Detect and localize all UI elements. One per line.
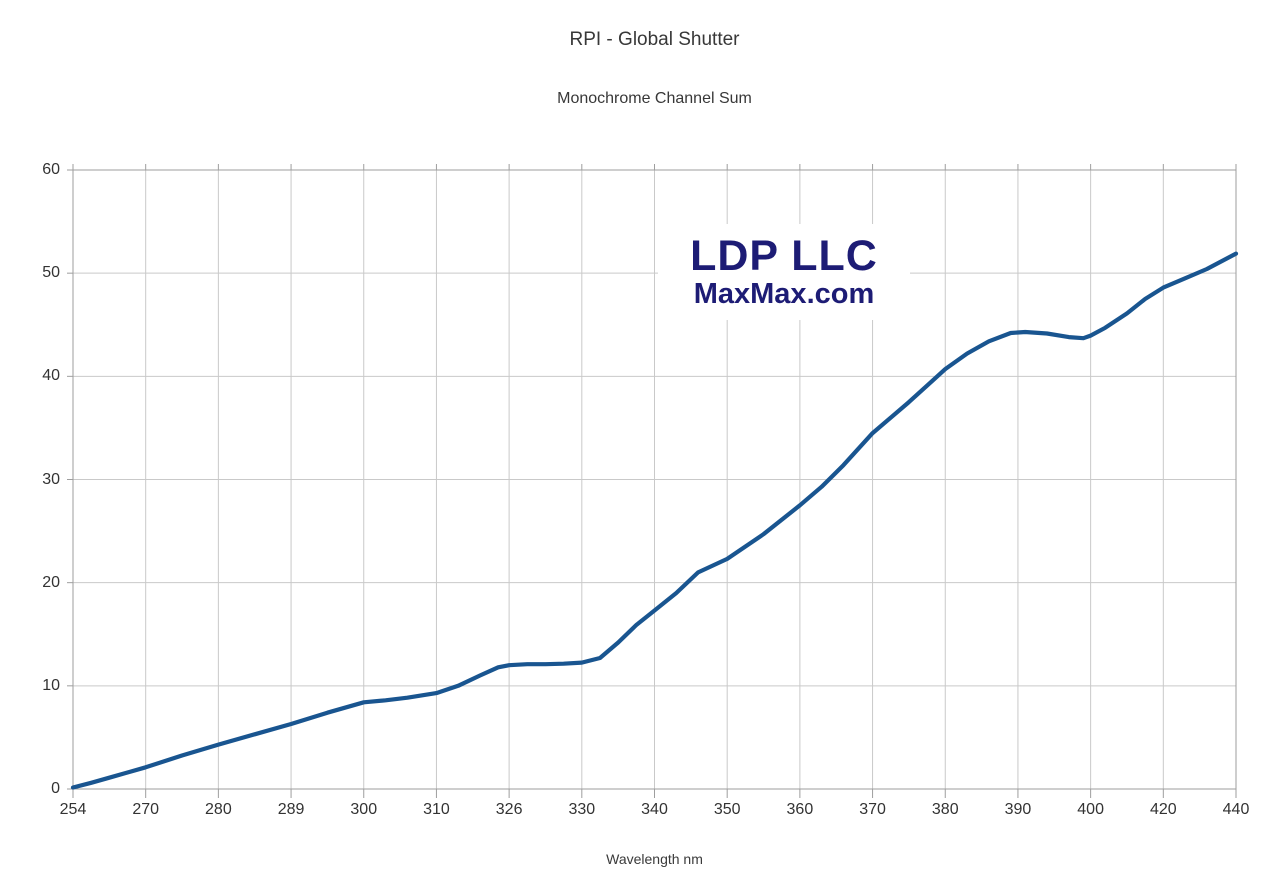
y-tick-label: 30 xyxy=(42,470,60,488)
x-tick-label: 289 xyxy=(277,801,305,818)
x-tick-label: 440 xyxy=(1222,801,1250,818)
x-tick-label: 330 xyxy=(568,801,596,818)
x-tick-label: 350 xyxy=(713,801,741,818)
x-tick-label: 340 xyxy=(641,801,668,818)
x-tick-label: 310 xyxy=(423,801,450,818)
chart-title: RPI - Global Shutter xyxy=(569,29,740,50)
x-tick-label: 370 xyxy=(859,801,886,818)
x-tick-label: 280 xyxy=(205,801,232,818)
x-tick-label: 326 xyxy=(495,801,523,818)
x-axis-title: Wavelength nm xyxy=(606,851,703,867)
x-tick-label: 360 xyxy=(786,801,814,818)
watermark-company-name: LDP LLC xyxy=(690,231,878,280)
y-tick-label: 10 xyxy=(42,676,60,694)
y-tick-label: 0 xyxy=(51,780,60,797)
x-tick-label: 380 xyxy=(931,801,959,818)
chart-subtitle: Monochrome Channel Sum xyxy=(557,90,752,107)
x-tick-label: 400 xyxy=(1077,801,1104,818)
x-tick-label: 390 xyxy=(1004,801,1032,818)
x-tick-label: 300 xyxy=(350,801,378,818)
x-tick-label: 270 xyxy=(132,801,160,818)
y-tick-label: 60 xyxy=(42,161,60,178)
y-tick-label: 20 xyxy=(42,573,60,591)
x-tick-label: 254 xyxy=(59,801,87,818)
watermark: LDP LLC MaxMax.com xyxy=(658,224,910,320)
y-tick-label: 50 xyxy=(42,264,60,282)
watermark-website: MaxMax.com xyxy=(693,277,875,310)
x-tick-label: 420 xyxy=(1149,801,1177,818)
y-tick-label: 40 xyxy=(42,367,60,385)
